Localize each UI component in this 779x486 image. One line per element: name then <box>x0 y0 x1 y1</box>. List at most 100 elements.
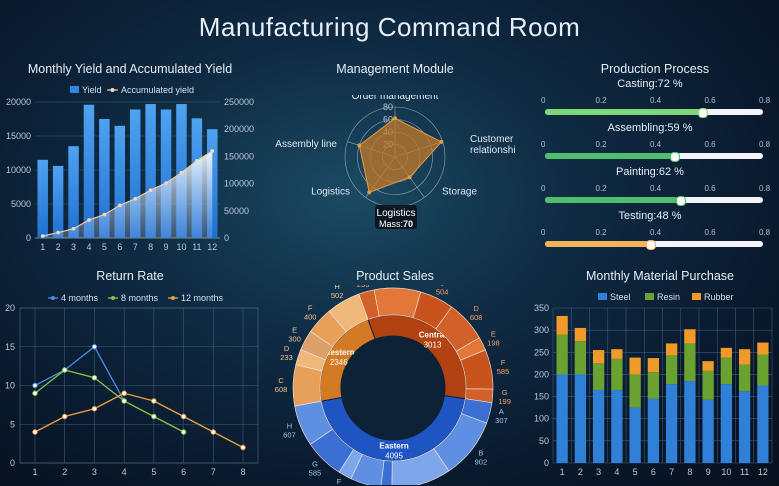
accumulated-point <box>56 230 60 235</box>
stacked-bar-segment <box>665 343 678 356</box>
progress-tick-label: 0 <box>541 96 546 105</box>
radar-indicator-label: Order management <box>352 95 439 102</box>
progress-handle[interactable] <box>645 240 656 250</box>
y-tick-label: 0 <box>544 458 549 468</box>
radar-label-line: Assembly line <box>275 139 337 150</box>
progress-tick-label: 0.2 <box>595 184 607 193</box>
progress-track <box>545 108 763 118</box>
progress-handle[interactable] <box>669 152 680 162</box>
stacked-bar-segment <box>556 374 568 463</box>
series-point <box>240 444 246 451</box>
y-tick-label: 0 <box>26 233 31 243</box>
progress-tick-label: 0.4 <box>650 184 662 193</box>
sunburst-hole <box>341 336 445 440</box>
accumulated-point <box>133 197 138 201</box>
stacked-bar-segment <box>684 381 696 463</box>
series-point <box>180 429 187 435</box>
outer-segment-value: 233 <box>357 285 370 289</box>
stacked-bar-segment <box>592 363 605 390</box>
x-tick-label: 10 <box>721 467 731 477</box>
radar-point <box>357 143 362 148</box>
progress-label: Testing:48 % <box>618 210 682 222</box>
y2-tick-label: 200000 <box>224 124 254 134</box>
stacked-bar-segment <box>556 315 568 335</box>
series-point <box>32 382 38 389</box>
sales-chart-title: Product Sales <box>356 269 434 283</box>
stacked-bar-segment <box>684 329 696 344</box>
outer-segment-value: 502 <box>331 291 344 300</box>
y2-tick-label: 100000 <box>224 179 254 189</box>
stacked-bar-segment <box>702 370 714 400</box>
stacked-bar-segment <box>611 358 623 390</box>
progress-tick-label: 0 <box>541 184 546 193</box>
stacked-bar-segment <box>647 372 660 399</box>
outer-segment-value: 585 <box>497 367 510 376</box>
outer-segment-name: C <box>439 285 445 287</box>
x-tick-label: 2 <box>578 467 583 477</box>
progress-tick-label: 0.6 <box>704 140 716 149</box>
series-point <box>91 375 98 381</box>
progress-handle[interactable] <box>697 108 708 118</box>
x-tick-label: 4 <box>122 467 127 477</box>
process-chart-title: Production Process <box>600 62 710 76</box>
y-tick-label: 15 <box>5 342 15 352</box>
radar-tooltip-number: 70 <box>403 219 413 229</box>
x-tick-label: 11 <box>192 242 201 252</box>
x-tick-label: 4 <box>86 242 91 252</box>
stacked-bar-segment <box>574 341 587 375</box>
y-tick-label: 10000 <box>6 165 31 175</box>
accumulated-point <box>148 188 153 192</box>
inner-segment-value: 2346 <box>330 358 348 367</box>
legend-label: Accumulated yield <box>121 85 194 95</box>
progress-handle[interactable] <box>676 196 687 206</box>
outer-segment-value: 199 <box>498 397 511 406</box>
outer-segment-name: G <box>312 459 318 468</box>
x-tick-label: 8 <box>240 467 245 477</box>
progress-label: Assembling:59 % <box>607 122 693 134</box>
yield-chart-title: Monthly Yield and Accumulated Yield <box>27 62 233 76</box>
x-tick-label: 6 <box>117 242 122 252</box>
legend-marker <box>111 296 115 300</box>
x-tick-label: 8 <box>687 467 692 477</box>
outer-segment-value: 504 <box>436 287 449 296</box>
accumulated-point <box>117 203 122 208</box>
material-chart-title: Monthly Material Purchase <box>586 269 734 283</box>
x-tick-label: 1 <box>40 242 45 252</box>
radar-indicator-label: Storage <box>442 187 477 198</box>
radar-tooltip-value: Mass:70 <box>379 219 413 229</box>
stacked-bar-segment <box>757 354 769 386</box>
stacked-bar-segment <box>611 389 623 463</box>
progress-track <box>545 152 763 162</box>
stacked-bar-segment <box>720 357 733 385</box>
yield-bar <box>145 104 156 238</box>
x-tick-label: 1 <box>560 467 565 477</box>
accumulated-point <box>71 226 76 231</box>
progress-fill <box>545 241 650 247</box>
legend-label: 8 months <box>121 293 159 303</box>
stacked-bar-segment <box>592 350 605 364</box>
radar-label-line: relationship <box>470 145 515 156</box>
outer-segment-name: D <box>473 304 479 313</box>
outer-segment-name: E <box>491 329 496 338</box>
stacked-bar-segment <box>611 349 623 359</box>
progress-tick-label: 0.4 <box>650 140 662 149</box>
progress-tick-label: 0.2 <box>595 96 607 105</box>
legend-marker <box>171 296 175 300</box>
stacked-bar-segment <box>629 374 641 408</box>
stacked-bar-segment <box>738 391 751 463</box>
series-point <box>151 413 157 420</box>
accumulated-point <box>210 149 215 153</box>
legend-label: Steel <box>610 292 631 302</box>
progress-track <box>545 240 763 250</box>
outer-segment-name: H <box>287 422 292 431</box>
legend-swatch <box>598 293 607 300</box>
outer-segment-name: E <box>292 325 297 334</box>
x-tick-label: 9 <box>164 242 169 252</box>
y2-tick-label: 0 <box>224 233 229 243</box>
inner-segment-value: 3013 <box>424 341 442 350</box>
progress-fill <box>545 197 681 203</box>
radar-point <box>439 139 444 144</box>
return-chart-title: Return Rate <box>96 269 164 283</box>
progress-fill <box>545 153 674 159</box>
x-tick-label: 5 <box>102 242 107 252</box>
